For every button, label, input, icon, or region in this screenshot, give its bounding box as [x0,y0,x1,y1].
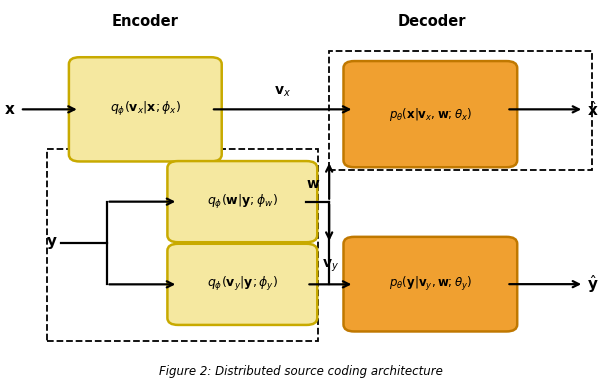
FancyBboxPatch shape [344,237,517,332]
Text: Encoder: Encoder [112,14,179,29]
FancyBboxPatch shape [344,61,517,167]
Text: $p_\theta(\mathbf{y}|\mathbf{v}_y,\mathbf{w};\theta_y)$: $p_\theta(\mathbf{y}|\mathbf{v}_y,\mathb… [389,275,472,293]
Bar [329,51,592,170]
Text: $\hat{\mathbf{y}}$: $\hat{\mathbf{y}}$ [587,273,599,295]
FancyBboxPatch shape [167,244,317,325]
Text: $p_\theta(\mathbf{x}|\mathbf{v}_x,\mathbf{w};\theta_x)$: $p_\theta(\mathbf{x}|\mathbf{v}_x,\mathb… [389,106,472,123]
Text: Decoder: Decoder [397,14,466,29]
Text: $\mathbf{w}$: $\mathbf{w}$ [306,177,320,191]
Bar [47,149,318,341]
FancyBboxPatch shape [69,57,222,161]
FancyBboxPatch shape [167,161,317,242]
Text: $q_\phi(\mathbf{w}|\mathbf{y};\phi_w)$: $q_\phi(\mathbf{w}|\mathbf{y};\phi_w)$ [207,193,278,211]
Text: $q_\phi(\mathbf{v}_x|\mathbf{x};\phi_x)$: $q_\phi(\mathbf{v}_x|\mathbf{x};\phi_x)$ [110,100,181,119]
Text: Figure 2: Distributed source coding architecture: Figure 2: Distributed source coding arch… [158,365,442,378]
Text: $\mathbf{v}_y$: $\mathbf{v}_y$ [322,257,339,274]
Text: $\hat{\mathbf{x}}$: $\hat{\mathbf{x}}$ [587,100,598,119]
Text: $\mathbf{x}$: $\mathbf{x}$ [4,102,15,117]
Text: $\mathbf{y}$: $\mathbf{y}$ [46,235,58,251]
Text: $q_\phi(\mathbf{v}_y|\mathbf{y};\phi_y)$: $q_\phi(\mathbf{v}_y|\mathbf{y};\phi_y)$ [206,275,278,293]
Text: $\mathbf{v}_x$: $\mathbf{v}_x$ [274,84,291,98]
